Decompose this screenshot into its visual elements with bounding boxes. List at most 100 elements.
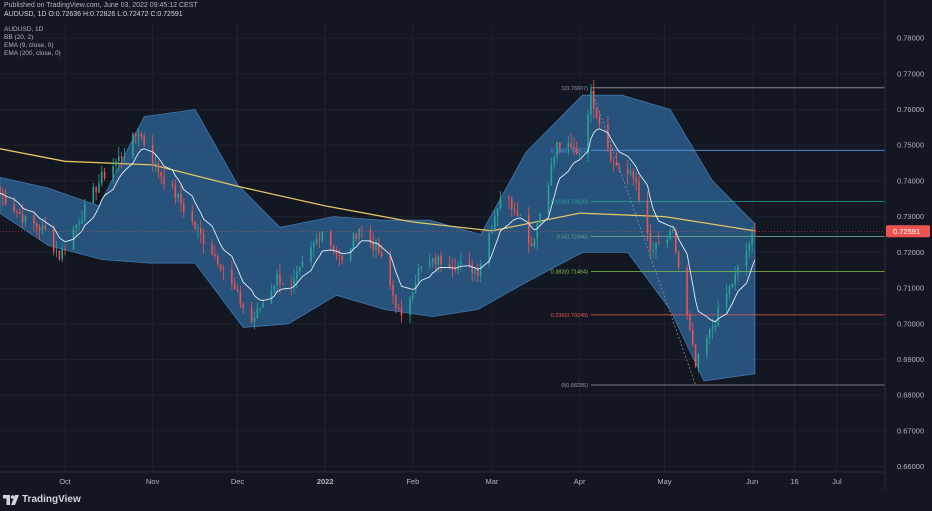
ema9-path: [0, 128, 756, 323]
price-tick-label: 0.77000: [897, 69, 924, 78]
candle-body: [691, 330, 694, 345]
candle-body: [78, 223, 80, 225]
candle-body: [24, 215, 27, 223]
candle-body: [748, 244, 751, 251]
tradingview-logo-text: TradingView: [22, 494, 81, 505]
candle-body: [151, 144, 154, 166]
candle-body: [635, 178, 637, 182]
candle-body: [437, 255, 440, 265]
candle-body: [58, 250, 61, 260]
candle-body: [409, 298, 411, 316]
candle-body: [262, 302, 264, 308]
symbol-label[interactable]: AUDUSD: [4, 11, 34, 18]
candle-body: [41, 225, 44, 231]
candle-body: [440, 255, 442, 265]
candle-body: [451, 268, 454, 270]
candle-body: [352, 233, 355, 249]
time-tick-label: Feb: [406, 477, 419, 486]
fib-level-label: 0(0.68285): [561, 383, 588, 389]
time-axis[interactable]: Oct Nov Dec 2022 Feb Mar Apr May Jun 16 Jul: [0, 471, 885, 486]
candle-body: [338, 254, 341, 256]
time-tick-label: 16: [790, 477, 798, 486]
candle-body: [214, 254, 216, 256]
candle-body: [519, 215, 522, 216]
candle-body: [16, 211, 18, 213]
candle-body: [44, 225, 47, 229]
candle-body: [0, 186, 1, 194]
time-tick-label: Jul: [832, 477, 842, 486]
time-tick-label: Apr: [574, 477, 586, 486]
candle-body: [21, 214, 24, 223]
candle-body: [655, 242, 657, 251]
candle-body: [454, 268, 457, 271]
candle-body: [369, 229, 372, 243]
price-tick-label: 0.66000: [897, 462, 924, 471]
candle-body: [95, 187, 97, 193]
candle-body: [728, 286, 731, 295]
last-price-value: 0.72591: [893, 227, 920, 236]
candle-body: [330, 231, 332, 246]
candle-body: [211, 243, 213, 255]
tradingview-logo[interactable]: TradingView: [3, 494, 81, 505]
candle-body: [751, 232, 753, 245]
price-tick-label: 0.78000: [897, 34, 924, 43]
candle-body: [573, 146, 575, 149]
candle-body: [708, 329, 711, 339]
candle-body: [626, 169, 629, 174]
price-tick-label: 0.75000: [897, 141, 924, 150]
candle-body: [734, 273, 736, 284]
price-tick-label: 0.76000: [897, 105, 924, 114]
candle-body: [64, 248, 66, 250]
candle-body: [434, 257, 437, 265]
candle-body: [35, 223, 38, 228]
candle-body: [194, 221, 196, 229]
candle-body: [75, 224, 78, 229]
fib-level-label: 0.786(0.74857): [551, 148, 588, 154]
candle-body: [488, 232, 490, 264]
legend-item: BB (20, 2): [4, 34, 33, 41]
candle-body: [530, 243, 533, 247]
price-tick-label: 0.72000: [897, 248, 924, 257]
candle-body: [341, 255, 343, 261]
candle-body: [658, 242, 660, 244]
candle-body: [618, 166, 620, 170]
candle-body: [231, 269, 233, 284]
candle-body: [496, 207, 499, 216]
candlestick-series: [0, 80, 756, 373]
candle-body: [479, 263, 482, 276]
candle-body: [123, 156, 126, 159]
legend-item: AUDUSD, 1D: [4, 26, 44, 33]
ema200-path: [0, 148, 756, 232]
candle-body: [714, 325, 717, 328]
candle-body: [137, 134, 140, 136]
time-tick-label: 2022: [317, 477, 334, 486]
ema200-line: [0, 148, 756, 232]
candle-body: [587, 114, 589, 155]
candle-body: [474, 269, 476, 274]
candle-body: [132, 133, 134, 157]
candle-body: [689, 314, 691, 331]
grid-lines: [0, 22, 885, 472]
time-tick-label: Jun: [746, 477, 758, 486]
candle-body: [677, 252, 680, 268]
candle-body: [52, 228, 55, 252]
interval-label[interactable]: 1D: [37, 11, 47, 18]
candle-body: [694, 344, 697, 367]
candle-body: [276, 274, 278, 286]
candle-body: [318, 239, 321, 241]
candle-body: [242, 304, 244, 309]
candle-body: [358, 229, 360, 240]
candle-body: [706, 338, 708, 354]
time-tick-label: Mar: [486, 477, 499, 486]
candle-body: [448, 264, 451, 269]
candle-body: [598, 117, 601, 125]
price-axis[interactable]: 0.78000 0.77000 0.76000 0.75000 0.74000 0.730…: [884, 0, 924, 490]
candle-body: [397, 307, 400, 309]
candle-body: [674, 229, 677, 253]
candle-body: [513, 209, 516, 212]
candle-body: [686, 267, 688, 315]
candle-body: [725, 294, 728, 308]
candle-body: [737, 266, 739, 274]
